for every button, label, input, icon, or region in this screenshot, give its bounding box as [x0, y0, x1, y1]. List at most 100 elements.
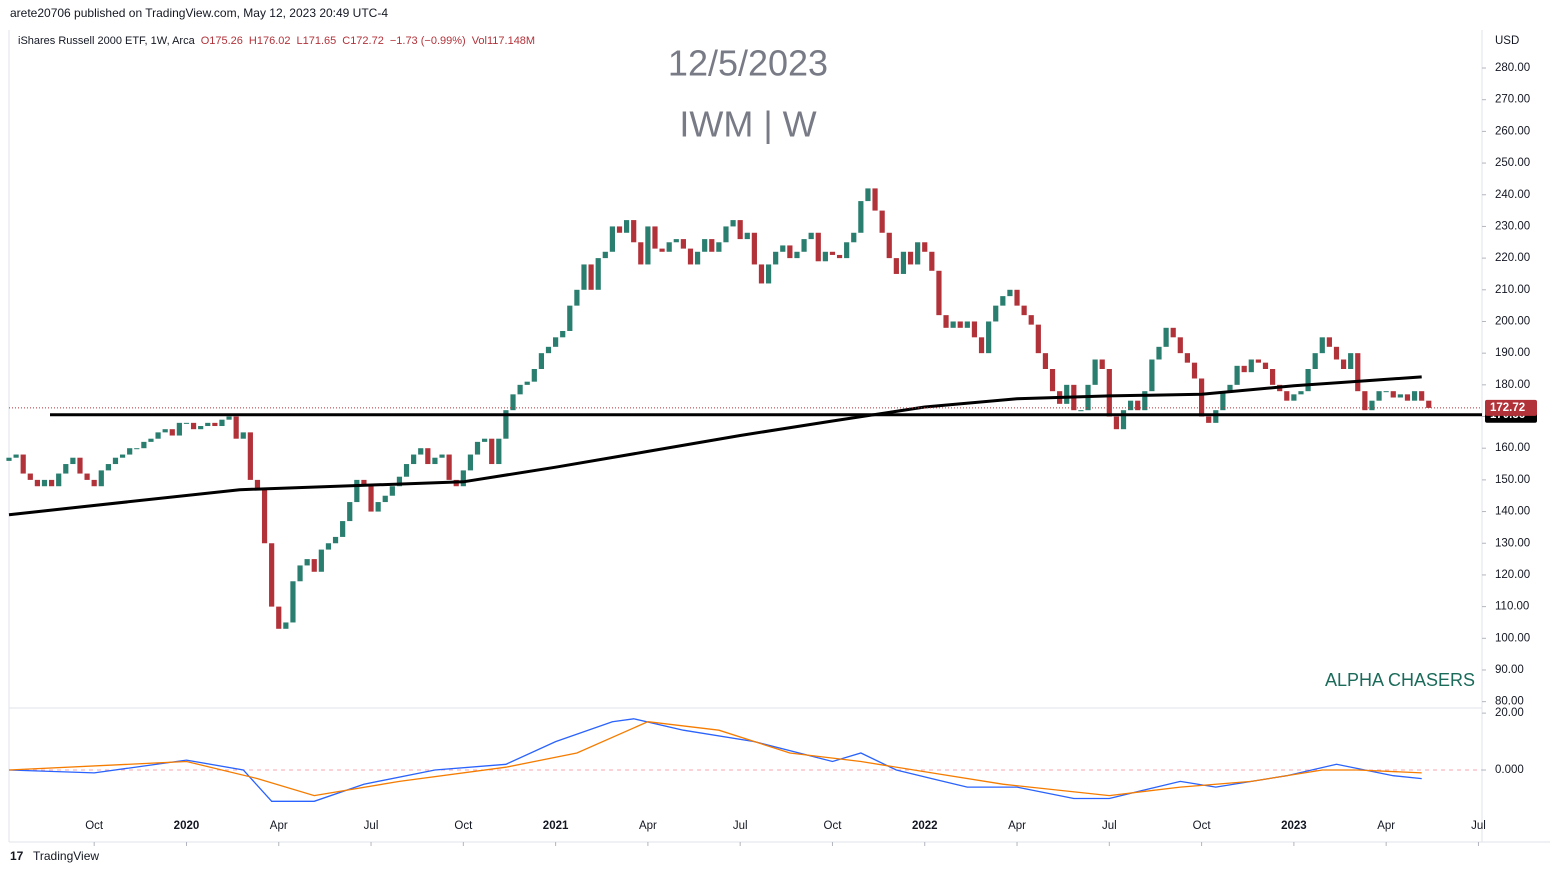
candle	[616, 226, 623, 233]
y-tick-label: 110.00	[1495, 601, 1529, 613]
candle	[482, 438, 488, 442]
candle	[1284, 391, 1290, 401]
y-tick-label: 160.00	[1495, 442, 1530, 454]
candle	[993, 305, 999, 322]
candle	[403, 464, 410, 477]
candle	[765, 264, 772, 284]
candle	[680, 239, 686, 249]
candle	[396, 476, 403, 487]
candle	[836, 254, 843, 259]
y-tick-label: 90.00	[1495, 664, 1524, 676]
candle	[56, 473, 62, 487]
y-tick-label: 130.00	[1495, 537, 1530, 549]
candle	[48, 479, 55, 487]
plot: 80.00 90.00 100.00 110.00 120.00 130.00 140.00…	[6, 62, 1537, 846]
candle	[254, 479, 261, 490]
candle	[190, 422, 197, 430]
candle	[829, 251, 836, 255]
candle	[1128, 400, 1134, 411]
y-tick-label: 20.00	[1495, 707, 1524, 719]
x-tick-label: 2021	[543, 820, 569, 832]
candle	[922, 242, 928, 252]
candle	[340, 521, 346, 537]
candle	[411, 454, 417, 465]
candle	[112, 457, 119, 465]
y-tick-label: 0.000	[1495, 764, 1524, 776]
candle	[119, 454, 126, 458]
candle	[645, 226, 651, 265]
candle	[1213, 410, 1219, 423]
line	[8, 721, 1422, 797]
logo-mark: 17	[10, 849, 24, 863]
candle	[233, 416, 239, 439]
published-line: arete20706 published on TradingView.com,…	[10, 6, 388, 20]
candle	[98, 470, 104, 487]
candle	[702, 239, 708, 252]
candle	[907, 251, 914, 265]
candle	[219, 419, 225, 427]
candle	[623, 220, 630, 233]
candle	[893, 258, 899, 274]
candle	[531, 369, 537, 382]
candle	[27, 473, 33, 480]
line	[8, 718, 1422, 802]
x-tick-label: 2020	[174, 820, 200, 832]
y-tick-label: 240.00	[1495, 189, 1530, 201]
candle	[1426, 400, 1432, 408]
y-tick-label: 80.00	[1495, 696, 1524, 708]
candle	[20, 454, 26, 474]
candle	[815, 232, 821, 262]
last-price-box	[1485, 399, 1537, 416]
candle	[297, 565, 303, 582]
y-tick-label: 150.00	[1495, 474, 1530, 486]
candle	[780, 245, 786, 252]
candle	[318, 549, 324, 572]
candle	[915, 242, 921, 265]
candle	[1014, 289, 1020, 306]
candle	[1241, 365, 1247, 373]
line	[8, 375, 1422, 517]
candle	[226, 416, 232, 420]
candle	[6, 457, 12, 461]
candle	[716, 242, 722, 252]
candle	[1007, 289, 1013, 297]
candle	[865, 188, 871, 202]
annotation: ALPHA CHASERS	[1325, 670, 1475, 690]
candle	[1305, 369, 1311, 392]
candle	[808, 232, 814, 240]
candle	[694, 251, 701, 265]
candle	[332, 536, 339, 544]
x-tick-label: Oct	[454, 820, 473, 832]
change: −1.73 (−0.99%)	[390, 35, 466, 47]
candle	[574, 289, 580, 306]
y-tick-label: 180.00	[1495, 379, 1530, 391]
candle	[269, 543, 275, 607]
candle	[1021, 305, 1027, 316]
open: O175.26	[201, 35, 243, 47]
last-price-label: 172.72	[1490, 402, 1525, 414]
candle	[758, 264, 765, 284]
low: L171.65	[296, 35, 336, 47]
candle	[879, 210, 885, 233]
candle	[1312, 353, 1318, 369]
candle	[971, 321, 978, 338]
y-tick-label: 260.00	[1495, 125, 1530, 137]
candle	[751, 232, 757, 265]
x-tick-label: Apr	[1008, 820, 1026, 832]
candle	[304, 559, 310, 566]
candle	[1319, 337, 1325, 354]
candle	[1369, 400, 1375, 411]
y-tick-label: 270.00	[1495, 94, 1530, 106]
candle	[368, 486, 374, 512]
candle	[425, 448, 431, 465]
candle	[844, 242, 850, 259]
candle	[794, 251, 800, 259]
footer: TradingView	[33, 849, 99, 863]
candle	[1262, 362, 1269, 369]
x-tick-label: Apr	[270, 820, 288, 832]
candle	[787, 245, 793, 259]
candle	[950, 321, 956, 328]
watermark-symbol: IWM | W	[679, 104, 816, 145]
candle	[929, 251, 935, 271]
candle	[276, 606, 282, 629]
